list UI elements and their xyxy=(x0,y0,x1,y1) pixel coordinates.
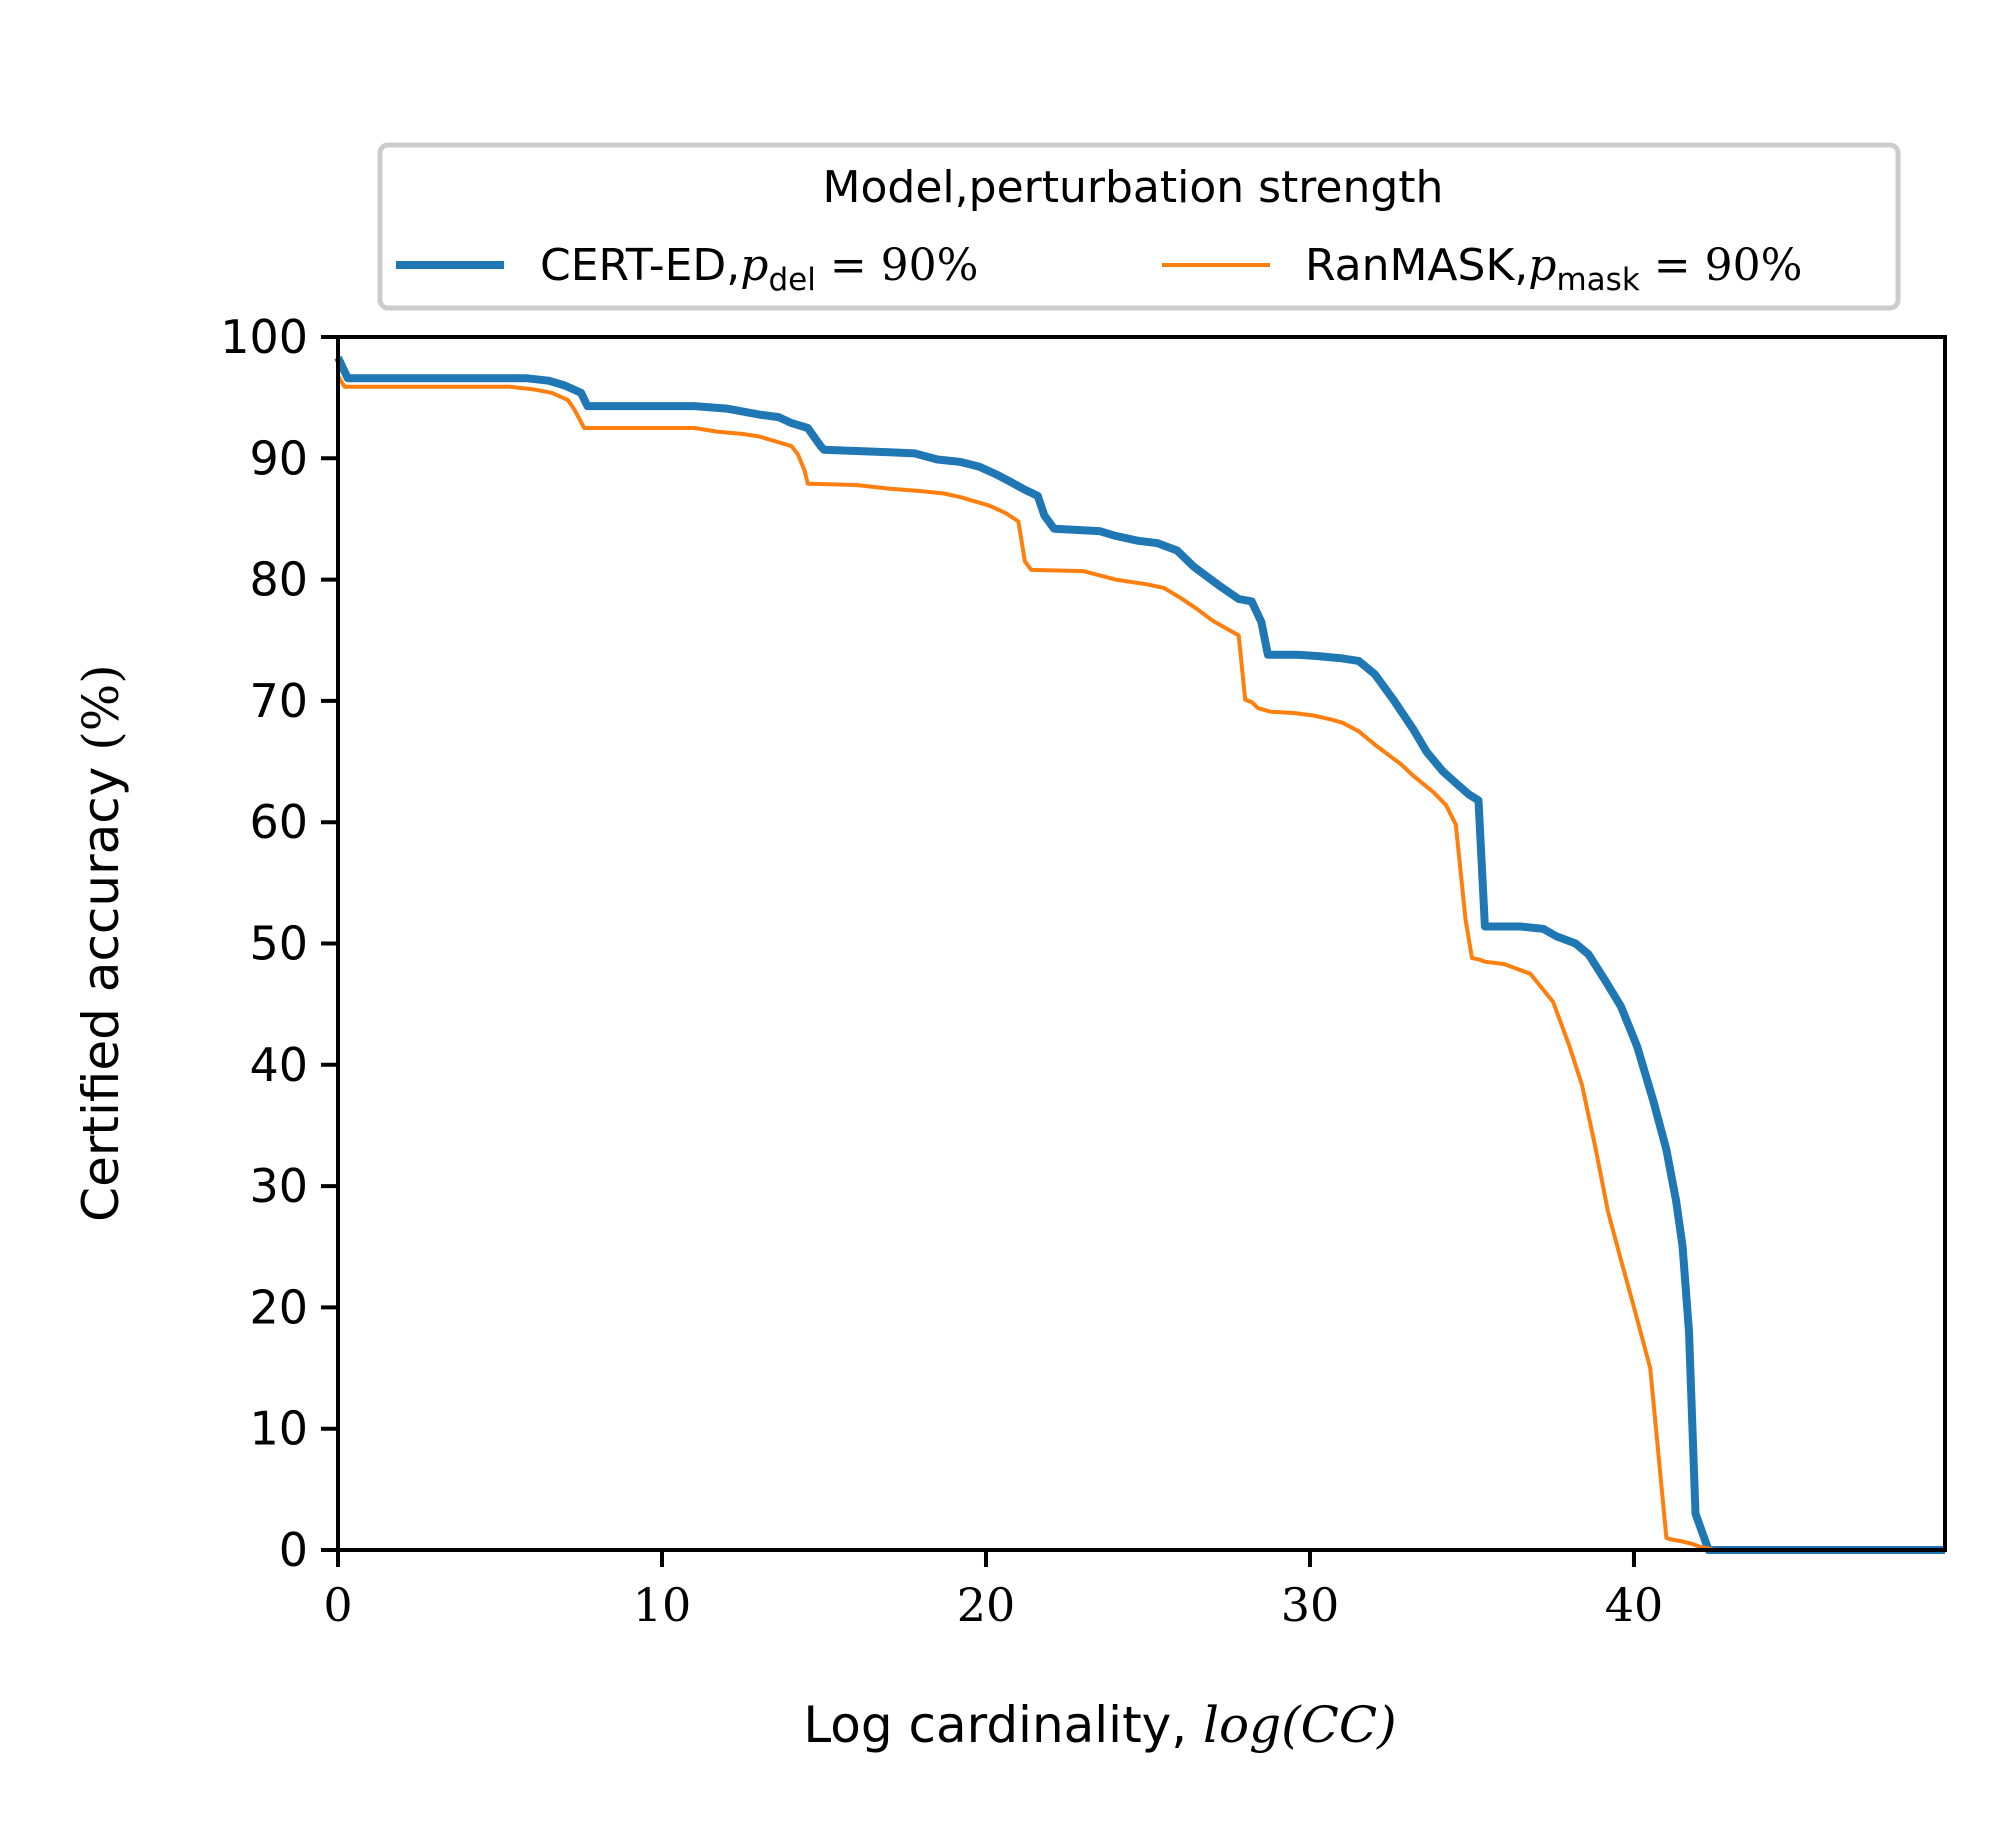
y-axis-label-text: Certified accuracy xyxy=(72,751,130,1222)
y-axis-label-math: (%) xyxy=(72,664,130,751)
y-tick-label: 0 xyxy=(279,1523,308,1577)
y-axis-ticks: 0 10 20 30 40 50 60 70 80 90 100 xyxy=(220,310,338,1577)
x-tick-label: 40 xyxy=(1605,1578,1664,1632)
legend-entry-ranmask-sub: mask xyxy=(1556,262,1639,298)
legend-box xyxy=(377,142,1901,311)
legend-entry-cert-ed-var: p xyxy=(740,240,768,291)
legend-entry-cert-ed: CERT-ED,pdel = 90% xyxy=(540,240,978,298)
x-axis-label-text: Log cardinality, xyxy=(803,1696,1203,1754)
x-tick-label: 30 xyxy=(1281,1578,1340,1632)
y-tick-label: 80 xyxy=(249,553,308,607)
plot-frame xyxy=(336,335,1947,1552)
series-layer xyxy=(334,355,1945,1554)
y-tick-label: 60 xyxy=(249,795,308,849)
legend-entry-ranmask-var: p xyxy=(1528,240,1556,291)
legend-entry-cert-ed-sub: del xyxy=(768,262,815,298)
y-axis-label: Certified accuracy (%) xyxy=(72,664,130,1222)
legend-entry-ranmask: RanMASK,pmask = 90% xyxy=(1305,240,1802,298)
y-tick-label: 40 xyxy=(249,1038,308,1092)
y-tick-label: 70 xyxy=(249,674,308,728)
legend-entry-ranmask-name: RanMASK, xyxy=(1305,240,1528,291)
x-tick-label: 10 xyxy=(633,1578,692,1632)
series-line-cert-ed xyxy=(334,355,1945,1554)
legend-entry-ranmask-rest: = 90% xyxy=(1640,240,1803,291)
y-tick-label: 20 xyxy=(249,1280,308,1334)
y-tick-label: 10 xyxy=(249,1402,308,1456)
legend-title: Model,perturbation strength xyxy=(823,162,1444,213)
y-tick-label: 50 xyxy=(249,917,308,971)
x-axis-ticks: 0 10 20 30 40 xyxy=(323,1550,1663,1632)
series-line-ranmask xyxy=(336,374,1945,1552)
y-tick-label: 90 xyxy=(249,431,308,485)
legend-entry-cert-ed-name: CERT-ED, xyxy=(540,240,740,291)
x-axis-label-math: log(CC) xyxy=(1203,1696,1397,1754)
y-tick-label: 100 xyxy=(220,310,308,364)
x-tick-label: 20 xyxy=(957,1578,1016,1632)
y-tick-label: 30 xyxy=(249,1159,308,1213)
x-axis-label: Log cardinality, log(CC) xyxy=(803,1696,1396,1754)
legend-entry-cert-ed-rest: = 90% xyxy=(816,240,979,291)
x-tick-label: 0 xyxy=(323,1578,352,1632)
legend: Model,perturbation strength CERT-ED,pdel… xyxy=(377,142,1901,311)
